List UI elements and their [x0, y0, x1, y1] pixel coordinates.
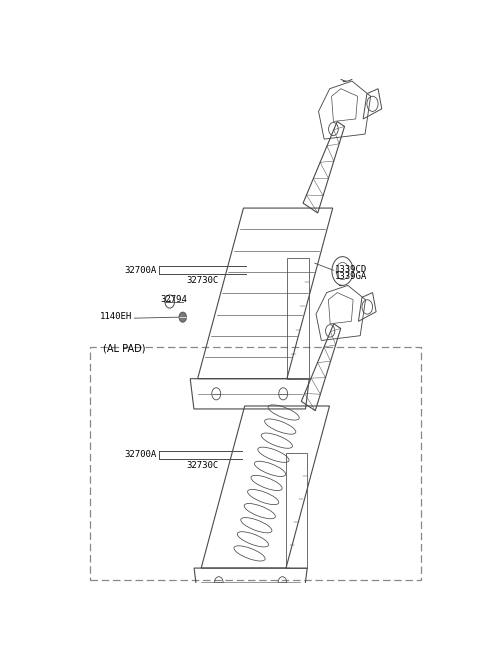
- Text: 1339GA: 1339GA: [335, 272, 367, 281]
- Circle shape: [179, 312, 186, 322]
- Text: (AL PAD): (AL PAD): [103, 343, 145, 354]
- Text: 1339CD: 1339CD: [335, 265, 367, 274]
- Text: 32700A: 32700A: [124, 451, 156, 459]
- Bar: [90, 347, 421, 580]
- Text: 32794: 32794: [160, 295, 187, 304]
- Circle shape: [168, 300, 171, 303]
- Text: 32730C: 32730C: [186, 461, 219, 470]
- Text: 32730C: 32730C: [186, 276, 219, 286]
- Text: 32700A: 32700A: [124, 266, 156, 274]
- Text: 1140EH: 1140EH: [100, 312, 132, 321]
